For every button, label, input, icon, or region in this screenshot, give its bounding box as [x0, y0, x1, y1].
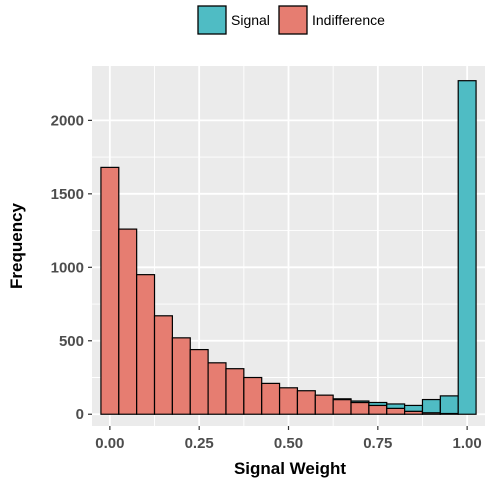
legend-key-indifference	[278, 5, 308, 35]
bar-indifference-0.05	[118, 228, 138, 415]
x-tick-label: 0.50	[274, 435, 303, 452]
bar-signal-0.90	[421, 398, 441, 414]
bar-indifference-0.50	[278, 387, 299, 415]
bar-signal-0.85	[404, 404, 424, 412]
x-tick-label: 0.75	[363, 435, 392, 452]
bar-indifference-0.00	[100, 166, 120, 415]
legend-key-signal	[197, 5, 227, 35]
bar-signal-0.65	[332, 398, 352, 401]
bar-signal-0.80	[386, 403, 406, 409]
bar-indifference-0.70	[350, 401, 370, 415]
bar-indifference-0.15	[153, 315, 173, 415]
bar-signal-0.75	[368, 401, 388, 407]
legend-label-signal: Signal	[231, 12, 270, 28]
bar-indifference-0.35	[225, 368, 245, 415]
x-tick-labels: 0.00 0.25 0.50 0.75 1.00	[95, 435, 481, 452]
legend: Signal Indifference	[197, 5, 385, 35]
x-axis-title: Signal Weight	[234, 459, 346, 478]
bar-indifference-0.65	[332, 398, 352, 415]
bar-indifference-0.25	[189, 348, 209, 415]
bar-indifference-0.40	[243, 376, 263, 415]
histogram-bars	[100, 80, 477, 415]
bar-indifference-0.30	[207, 362, 227, 415]
y-tick-label: 1500	[51, 186, 84, 203]
bar-indifference-0.55	[296, 390, 316, 415]
bar-indifference-0.45	[261, 382, 281, 415]
legend-label-indifference: Indifference	[312, 12, 385, 28]
bar-indifference-0.20	[171, 337, 191, 415]
y-tick-label: 0	[76, 406, 84, 423]
bar-signal-0.95	[439, 395, 459, 415]
bar-indifference-0.60	[314, 394, 334, 415]
y-axis-title: Frequency	[7, 202, 26, 289]
bar-indifference-0.75	[368, 404, 388, 415]
y-tick-labels: 0 500 1000 1500 2000	[51, 112, 84, 423]
bar-indifference-0.80	[386, 407, 406, 415]
bar-indifference-0.10	[136, 274, 156, 415]
x-tick-label: 0.00	[95, 435, 124, 452]
x-tick-label: 1.00	[453, 435, 482, 452]
y-tick-label: 500	[59, 333, 84, 350]
y-tick-label: 1000	[51, 259, 84, 276]
bar-signal-1.00	[457, 80, 477, 415]
y-tick-label: 2000	[51, 112, 84, 129]
bar-signal-0.70	[350, 400, 370, 404]
x-tick-label: 0.25	[185, 435, 214, 452]
axis-ticks	[88, 119, 468, 430]
